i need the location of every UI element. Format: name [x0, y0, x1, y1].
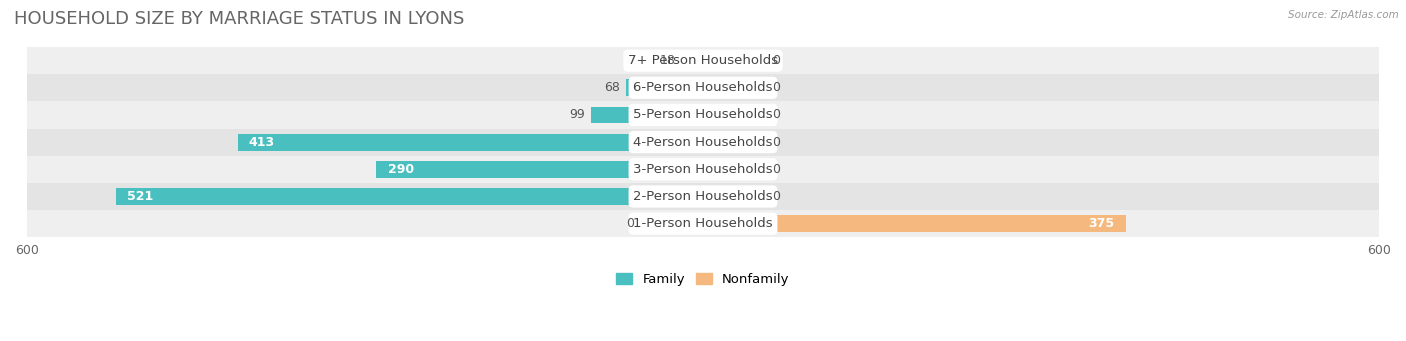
Legend: Family, Nonfamily: Family, Nonfamily — [616, 273, 790, 286]
Bar — [592, 106, 703, 123]
Text: Source: ZipAtlas.com: Source: ZipAtlas.com — [1288, 10, 1399, 20]
Bar — [115, 188, 703, 205]
Text: 6-Person Households: 6-Person Households — [633, 81, 773, 94]
Bar — [703, 161, 765, 178]
Bar — [627, 79, 703, 96]
Bar — [27, 101, 1379, 129]
Bar — [27, 210, 1379, 237]
Text: 0: 0 — [772, 54, 780, 67]
Text: 0: 0 — [772, 136, 780, 149]
Text: 0: 0 — [772, 108, 780, 121]
Text: 0: 0 — [626, 217, 634, 230]
Bar — [27, 183, 1379, 210]
Text: 2-Person Households: 2-Person Households — [633, 190, 773, 203]
Bar — [27, 129, 1379, 156]
Text: 0: 0 — [772, 81, 780, 94]
Bar — [377, 161, 703, 178]
Text: 521: 521 — [127, 190, 153, 203]
Text: 3-Person Households: 3-Person Households — [633, 163, 773, 176]
Text: HOUSEHOLD SIZE BY MARRIAGE STATUS IN LYONS: HOUSEHOLD SIZE BY MARRIAGE STATUS IN LYO… — [14, 10, 464, 28]
Text: 5-Person Households: 5-Person Households — [633, 108, 773, 121]
Bar — [683, 52, 703, 69]
Text: 1-Person Households: 1-Person Households — [633, 217, 773, 230]
Bar — [703, 188, 765, 205]
Bar — [238, 134, 703, 151]
Text: 375: 375 — [1088, 217, 1115, 230]
Text: 18: 18 — [659, 54, 676, 67]
Bar — [27, 74, 1379, 101]
Bar — [703, 106, 765, 123]
Bar — [27, 47, 1379, 74]
Bar — [703, 79, 765, 96]
Text: 7+ Person Households: 7+ Person Households — [628, 54, 778, 67]
Bar — [641, 215, 703, 232]
Text: 0: 0 — [772, 190, 780, 203]
Bar — [27, 156, 1379, 183]
Text: 290: 290 — [388, 163, 413, 176]
Text: 0: 0 — [772, 163, 780, 176]
Text: 413: 413 — [249, 136, 276, 149]
Text: 4-Person Households: 4-Person Households — [633, 136, 773, 149]
Text: 68: 68 — [603, 81, 620, 94]
Text: 99: 99 — [569, 108, 585, 121]
Bar — [703, 52, 765, 69]
Bar — [703, 215, 1126, 232]
Bar — [703, 134, 765, 151]
